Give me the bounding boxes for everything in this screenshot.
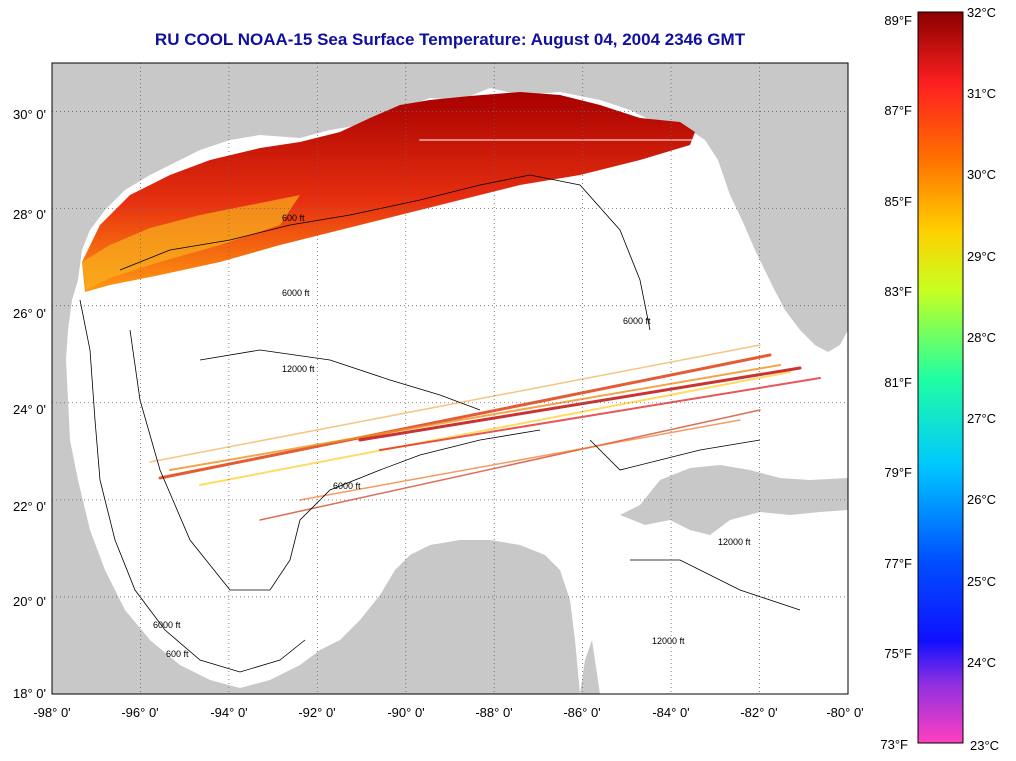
sst-swath-north	[82, 92, 695, 292]
fahrenheit-label: 83°F	[884, 284, 912, 299]
celsius-label: 29°C	[967, 249, 996, 264]
y-tick-label: 30° 0'	[13, 107, 46, 122]
x-tick-label: -96° 0'	[121, 705, 158, 720]
x-tick-label: -80° 0'	[826, 705, 863, 720]
celsius-label: 23°C	[970, 738, 999, 753]
svg-text:12000 ft: 12000 ft	[282, 364, 315, 374]
fahrenheit-label: 81°F	[884, 375, 912, 390]
x-tick-label: -82° 0'	[740, 705, 777, 720]
y-axis-ticks: 30° 0' 28° 0' 26° 0' 24° 0' 22° 0' 20° 0…	[13, 107, 46, 701]
fahrenheit-label: 89°F	[884, 13, 912, 28]
fahrenheit-label: 85°F	[884, 194, 912, 209]
colorbar: 32°C 31°C 30°C 29°C 28°C 27°C 26°C 25°C …	[880, 5, 999, 753]
y-tick-label: 28° 0'	[13, 207, 46, 222]
celsius-label: 32°C	[967, 5, 996, 20]
bathymetry-contours	[79, 174, 801, 673]
fahrenheit-label: 77°F	[884, 556, 912, 571]
svg-text:12000 ft: 12000 ft	[718, 537, 751, 547]
x-tick-label: -86° 0'	[563, 705, 600, 720]
chart-title: RU COOL NOAA-15 Sea Surface Temperature:…	[154, 30, 746, 49]
celsius-label: 24°C	[967, 655, 996, 670]
map-grid	[52, 63, 848, 694]
x-tick-label: -88° 0'	[475, 705, 512, 720]
x-tick-label: -98° 0'	[33, 705, 70, 720]
svg-text:600 ft: 600 ft	[166, 649, 189, 659]
fahrenheit-label: 87°F	[884, 103, 912, 118]
x-tick-label: -84° 0'	[652, 705, 689, 720]
map-plot-area: 600 ft 6000 ft 12000 ft 6000 ft 6000 ft …	[52, 63, 848, 694]
colorbar-gradient	[917, 11, 964, 744]
y-tick-label: 22° 0'	[13, 499, 46, 514]
sst-stripes	[149, 139, 821, 521]
land-central-america	[580, 640, 600, 694]
y-tick-label: 18° 0'	[13, 686, 46, 701]
x-tick-label: -92° 0'	[298, 705, 335, 720]
svg-text:6000 ft: 6000 ft	[623, 316, 651, 326]
land-mexico	[52, 300, 580, 694]
svg-text:600 ft: 600 ft	[282, 213, 305, 223]
x-tick-label: -90° 0'	[387, 705, 424, 720]
svg-text:6000 ft: 6000 ft	[282, 288, 310, 298]
colorbar-fahrenheit-labels: 89°F 87°F 85°F 83°F 81°F 79°F 77°F 75°F …	[880, 13, 912, 752]
celsius-label: 28°C	[967, 330, 996, 345]
svg-text:6000 ft: 6000 ft	[333, 481, 361, 491]
y-tick-label: 20° 0'	[13, 594, 46, 609]
contour-labels: 600 ft 6000 ft 12000 ft 6000 ft 6000 ft …	[153, 213, 751, 659]
svg-text:12000 ft: 12000 ft	[652, 636, 685, 646]
x-tick-label: -94° 0'	[210, 705, 247, 720]
land-cuba	[620, 465, 848, 535]
celsius-label: 27°C	[967, 411, 996, 426]
colorbar-celsius-labels: 32°C 31°C 30°C 29°C 28°C 27°C 26°C 25°C …	[967, 5, 999, 753]
celsius-label: 26°C	[967, 492, 996, 507]
land-usa	[52, 63, 848, 352]
y-tick-label: 24° 0'	[13, 402, 46, 417]
fahrenheit-label: 73°F	[880, 737, 908, 752]
celsius-label: 30°C	[967, 167, 996, 182]
sst-swath-north-orange	[82, 195, 300, 290]
x-axis-ticks: -98° 0' -96° 0' -94° 0' -92° 0' -90° 0' …	[33, 705, 863, 720]
celsius-label: 31°C	[967, 86, 996, 101]
fahrenheit-label: 75°F	[884, 646, 912, 661]
map-frame	[51, 62, 849, 695]
fahrenheit-label: 79°F	[884, 465, 912, 480]
svg-text:6000 ft: 6000 ft	[153, 620, 181, 630]
celsius-label: 25°C	[967, 574, 996, 589]
y-tick-label: 26° 0'	[13, 306, 46, 321]
